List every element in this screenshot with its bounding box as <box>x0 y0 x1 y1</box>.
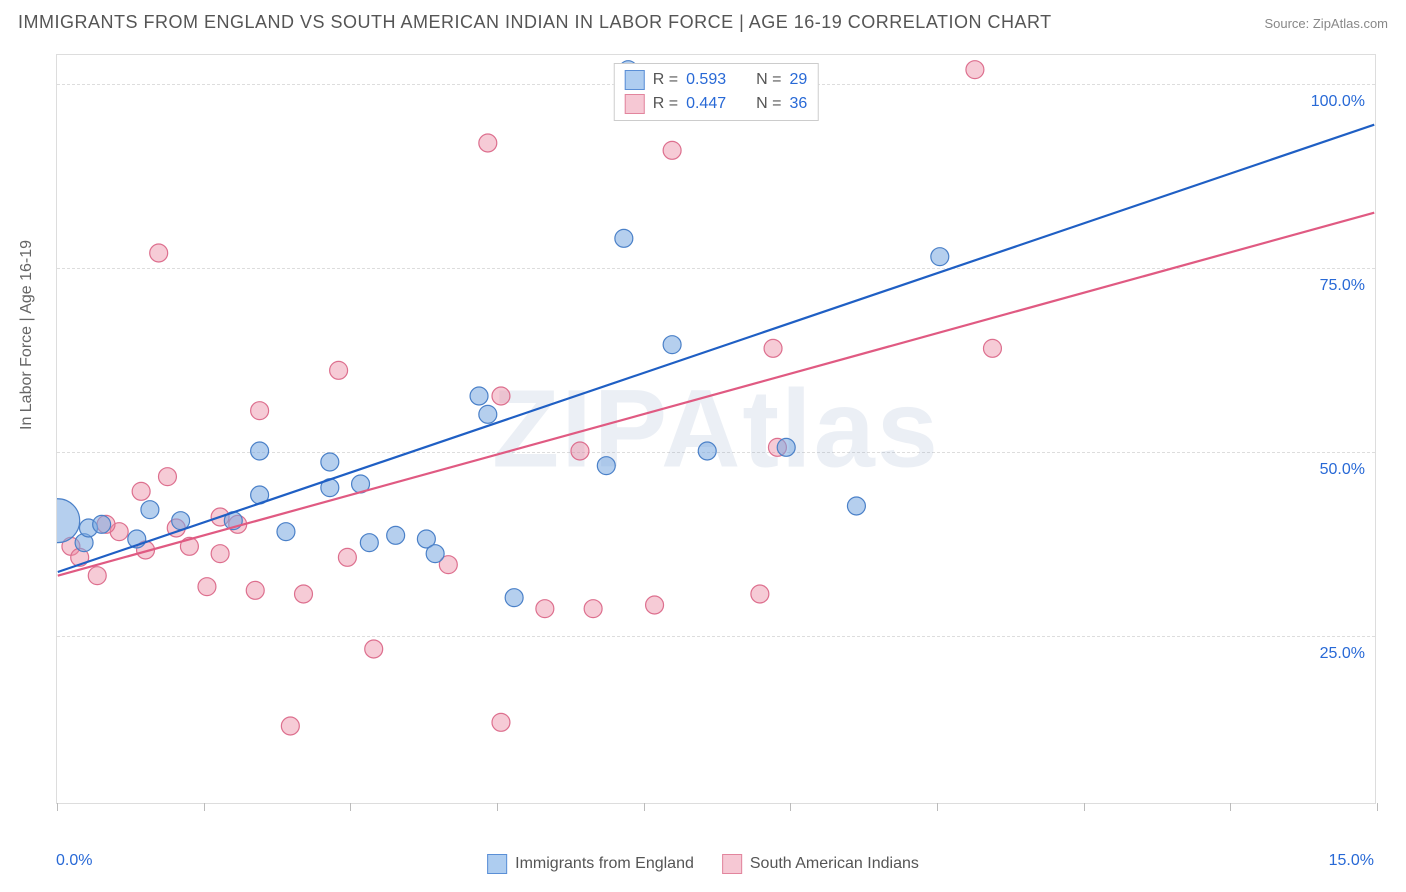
scatter-point <box>158 468 176 486</box>
x-tick <box>790 803 791 811</box>
scatter-point <box>88 567 106 585</box>
x-tick <box>937 803 938 811</box>
legend-swatch <box>625 70 645 90</box>
scatter-point <box>57 499 80 543</box>
chart-title: IMMIGRANTS FROM ENGLAND VS SOUTH AMERICA… <box>18 12 1052 33</box>
legend-series-label: Immigrants from England <box>515 855 694 873</box>
scatter-point <box>505 589 523 607</box>
scatter-point <box>426 545 444 563</box>
x-tick <box>1230 803 1231 811</box>
scatter-point <box>141 501 159 519</box>
scatter-point <box>615 229 633 247</box>
x-tick <box>350 803 351 811</box>
legend-correlation: R = 0.593 N = 29 R = 0.447 N = 36 <box>614 63 819 121</box>
legend-series-item: Immigrants from England <box>487 854 694 874</box>
scatter-point <box>277 523 295 541</box>
x-tick <box>497 803 498 811</box>
scatter-point <box>387 526 405 544</box>
legend-n-label: N = <box>756 71 781 89</box>
scatter-point <box>93 515 111 533</box>
legend-n-value: 36 <box>789 95 807 113</box>
scatter-point <box>764 339 782 357</box>
scatter-point <box>847 497 865 515</box>
scatter-point <box>338 548 356 566</box>
scatter-point <box>492 713 510 731</box>
scatter-point <box>931 248 949 266</box>
scatter-point <box>966 61 984 79</box>
scatter-point <box>479 405 497 423</box>
legend-n-label: N = <box>756 95 781 113</box>
legend-series: Immigrants from England South American In… <box>487 854 919 874</box>
x-tick <box>644 803 645 811</box>
scatter-point <box>281 717 299 735</box>
scatter-point <box>150 244 168 262</box>
chart-svg <box>57 55 1375 803</box>
source-label: Source: ZipAtlas.com <box>1264 16 1388 31</box>
regression-line <box>58 213 1374 576</box>
legend-r-label: R = <box>653 71 678 89</box>
plot-area: ZIPAtlas R =0.593N =29R =0.447N =36 25.0… <box>56 54 1376 804</box>
scatter-point <box>663 336 681 354</box>
legend-correlation-row: R = 0.447 N = 36 <box>625 92 808 116</box>
legend-series-label: South American Indians <box>750 855 919 873</box>
scatter-point <box>365 640 383 658</box>
x-tick <box>204 803 205 811</box>
legend-r-label: R = <box>653 95 678 113</box>
x-tick <box>57 803 58 811</box>
scatter-point <box>698 442 716 460</box>
x-axis-min-label: 0.0% <box>56 852 92 870</box>
scatter-point <box>777 438 795 456</box>
scatter-point <box>663 141 681 159</box>
scatter-point <box>536 600 554 618</box>
y-axis-label: In Labor Force | Age 16-19 <box>18 240 36 430</box>
scatter-point <box>479 134 497 152</box>
legend-series-item: South American Indians <box>722 854 919 874</box>
scatter-point <box>571 442 589 460</box>
title-bar: IMMIGRANTS FROM ENGLAND VS SOUTH AMERICA… <box>18 12 1388 33</box>
scatter-point <box>646 596 664 614</box>
scatter-point <box>295 585 313 603</box>
legend-swatch <box>625 94 645 114</box>
scatter-point <box>251 442 269 460</box>
legend-swatch <box>722 854 742 874</box>
scatter-point <box>246 581 264 599</box>
legend-correlation-row: R = 0.593 N = 29 <box>625 68 808 92</box>
scatter-point <box>751 585 769 603</box>
legend-r-value: 0.447 <box>686 95 726 113</box>
scatter-point <box>983 339 1001 357</box>
scatter-point <box>360 534 378 552</box>
regression-line <box>58 125 1374 572</box>
scatter-point <box>198 578 216 596</box>
x-tick <box>1084 803 1085 811</box>
scatter-point <box>597 457 615 475</box>
legend-n-value: 29 <box>789 71 807 89</box>
scatter-point <box>470 387 488 405</box>
scatter-point <box>321 453 339 471</box>
scatter-point <box>251 402 269 420</box>
legend-r-value: 0.593 <box>686 71 726 89</box>
scatter-point <box>584 600 602 618</box>
scatter-point <box>132 482 150 500</box>
scatter-point <box>172 512 190 530</box>
scatter-point <box>211 545 229 563</box>
x-axis-max-label: 15.0% <box>1329 852 1374 870</box>
scatter-point <box>492 387 510 405</box>
legend-swatch <box>487 854 507 874</box>
scatter-point <box>330 361 348 379</box>
x-tick <box>1377 803 1378 811</box>
